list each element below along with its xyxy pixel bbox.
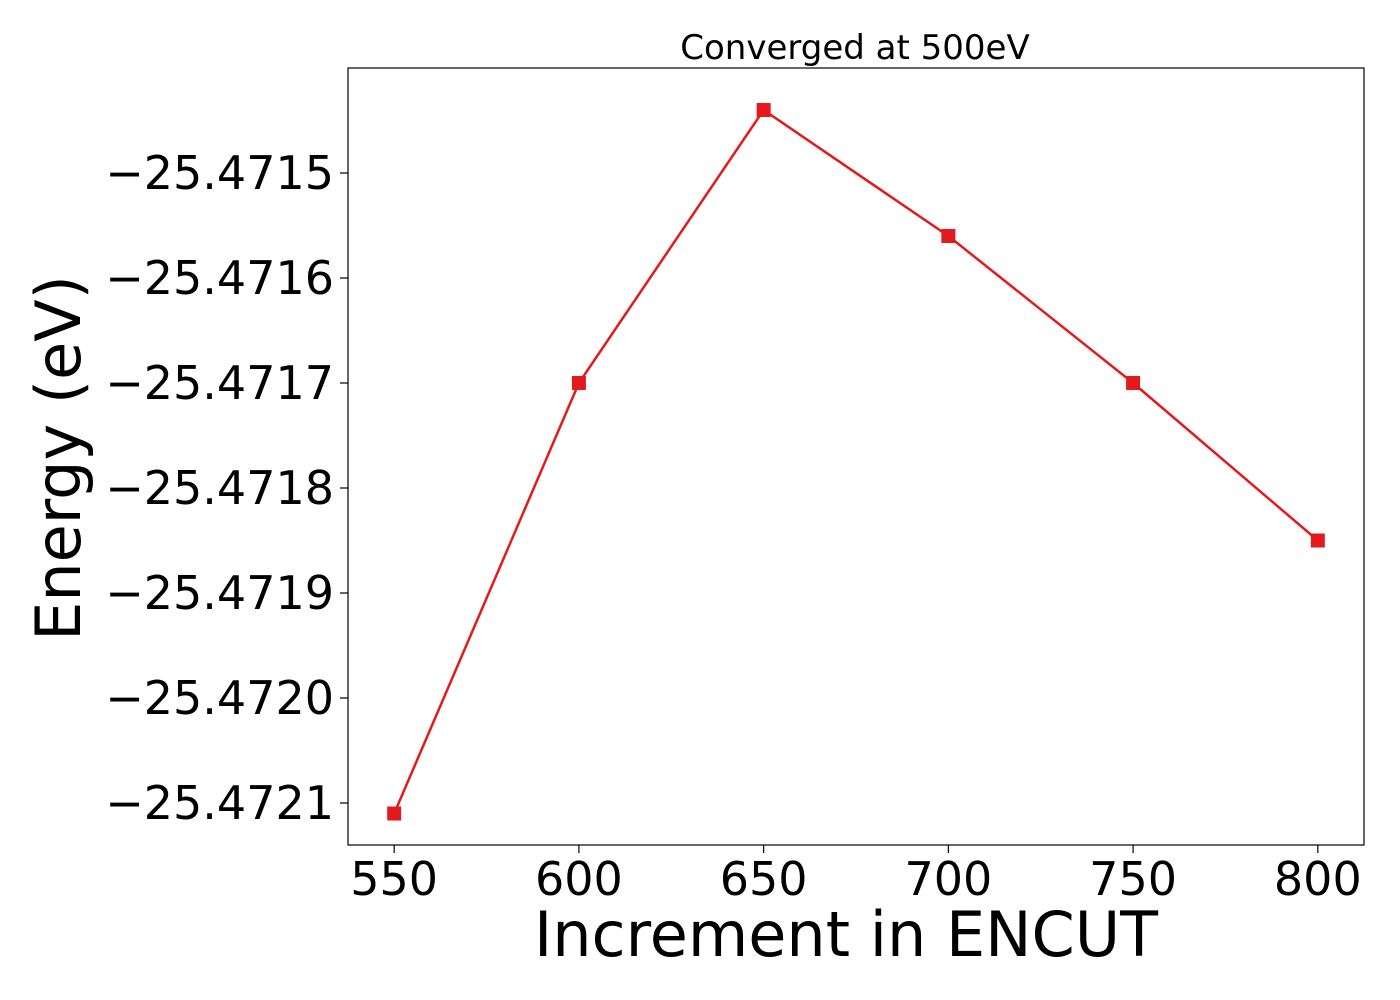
y-tick-label: −25.4718 (105, 461, 334, 515)
x-tick-label: 600 (535, 852, 623, 906)
data-point-marker (941, 229, 956, 243)
y-axis-label: Energy (eV) (22, 275, 95, 641)
y-axis: −25.4715 −25.4716 −25.4717 −25.4718 −25.4719… (105, 146, 348, 830)
x-tick-label: 550 (350, 852, 438, 906)
data-point-marker (756, 103, 771, 117)
x-tick-label: 800 (1274, 852, 1362, 906)
y-tick-label: −25.4717 (105, 356, 334, 410)
data-point-marker (571, 376, 586, 390)
x-tick-label: 700 (904, 852, 992, 906)
x-axis: 550 600 650 700 750 800 (350, 845, 1362, 906)
x-tick-label: 750 (1089, 852, 1177, 906)
series-line (393, 108, 1319, 814)
chart-title: Converged at 500eV (680, 28, 1029, 68)
x-tick-label: 650 (720, 852, 808, 906)
data-point-marker (1126, 376, 1141, 390)
y-tick-label: −25.4719 (105, 566, 334, 620)
data-point-marker (1310, 533, 1325, 548)
series-layer (387, 103, 1325, 821)
x-axis-label: Increment in ENCUT (534, 898, 1159, 971)
y-tick-label: −25.4715 (105, 146, 334, 200)
plot-area-frame (347, 67, 1365, 846)
data-point-marker (387, 806, 402, 821)
y-tick-label: −25.4716 (105, 251, 334, 305)
y-tick-label: −25.4721 (105, 776, 334, 830)
y-tick-label: −25.4720 (105, 671, 334, 725)
